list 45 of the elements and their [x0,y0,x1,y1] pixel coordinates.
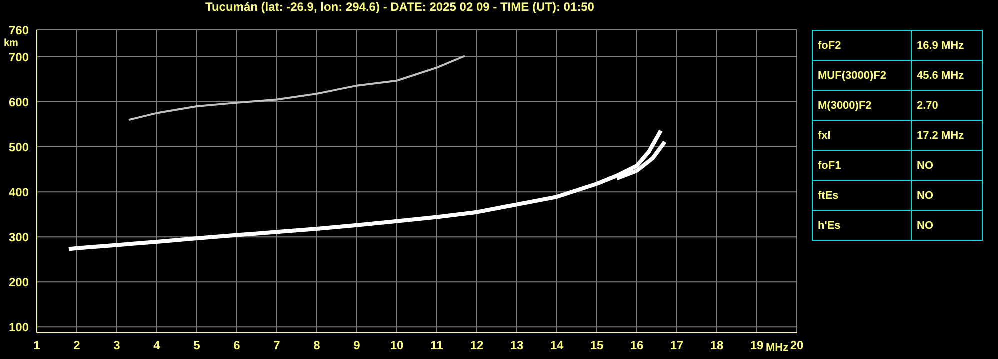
y-tick-label: 760 [8,23,30,38]
x-tick-label: 17 [670,338,684,353]
x-tick-label: 1 [34,338,41,353]
x-tick-label: 11 [430,338,444,353]
y-tick-label: 400 [8,185,30,200]
y-tick-label: 500 [8,140,30,154]
text: 16.9 MHz [912,30,982,60]
text: h'Es [812,210,912,240]
x-tick-label: 18 [710,338,724,353]
x-tick-label: 10 [390,338,404,353]
y-tick-label: 300 [8,230,30,244]
text: NO [912,150,982,180]
y-axis-title: km [4,38,18,49]
y-tick-label: 700 [8,50,30,64]
y-tick-label: 200 [8,275,30,290]
text: MUF(3000)F2 [812,60,912,90]
y-tick-label: 100 [8,320,30,334]
y-tick-label: 600 [8,95,30,110]
text: 2.70 [912,90,982,120]
x-tick-label: 20 [790,338,804,353]
x-tick-label: 9 [354,338,361,353]
text: NO [912,210,982,240]
text: ftEs [812,180,912,210]
x-tick-label: 3 [114,338,121,353]
x-tick-label: 8 [314,338,321,353]
x-tick-label: 2 [74,338,81,353]
x-axis-title: MHz [766,342,789,354]
text: 17.2 MHz [912,120,982,150]
x-tick-label: 4 [154,338,161,353]
x-tick-label: 7 [274,338,281,353]
text: fxI [812,120,912,150]
x-tick-label: 14 [550,338,564,353]
x-tick-label: 6 [234,338,241,353]
text: foF2 [812,30,912,60]
x-tick-label: 5 [194,338,201,353]
x-tick-label: 16 [630,338,644,353]
text: foF1 [812,150,912,180]
x-tick-label: 19 [750,338,764,353]
x-tick-label: 12 [470,338,484,353]
x-tick-label: 13 [510,338,524,353]
x-tick-label: 15 [590,338,604,353]
text: 45.6 MHz [912,60,982,90]
text: M(3000)F2 [812,90,912,120]
chart-title: Tucumán (lat: -26.9, lon: 294.6) - DATE: 2025 02 09 - TIME (UT): 01:50 [204,0,596,14]
text: NO [912,180,982,210]
